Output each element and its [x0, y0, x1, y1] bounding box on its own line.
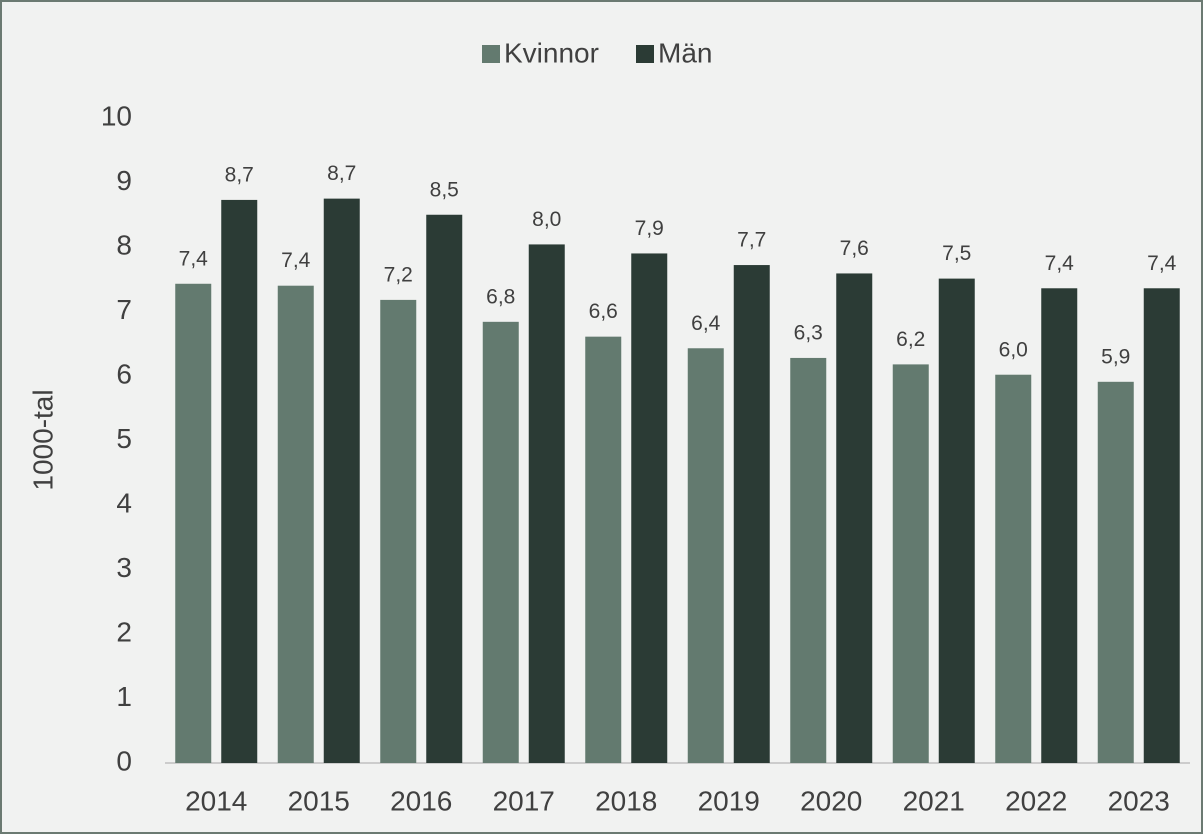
- y-tick-label: 1: [116, 681, 132, 712]
- bar: [585, 336, 622, 763]
- value-label: 6,3: [794, 321, 823, 344]
- x-tick-label: 2015: [288, 785, 350, 816]
- x-tick-label: 2022: [1005, 785, 1067, 816]
- bar: [323, 198, 360, 763]
- bar: [836, 273, 873, 763]
- value-label: 6,8: [486, 285, 515, 308]
- x-tick-label: 2019: [698, 785, 760, 816]
- bar: [1041, 288, 1078, 763]
- value-label: 8,0: [532, 208, 561, 231]
- value-label: 7,6: [840, 237, 869, 260]
- bar: [631, 253, 668, 763]
- value-label: 7,4: [1147, 252, 1177, 275]
- bar: [733, 265, 770, 763]
- value-label: 7,7: [737, 229, 766, 252]
- x-tick-label: 2018: [595, 785, 657, 816]
- legend-label: Kvinnor: [504, 37, 599, 68]
- y-tick-label: 0: [116, 745, 132, 776]
- y-axis-label: 1000-tal: [27, 389, 58, 490]
- y-tick-label: 8: [116, 229, 132, 260]
- value-label: 7,4: [281, 249, 311, 272]
- bar: [995, 374, 1032, 763]
- x-tick-label: 2014: [185, 785, 247, 816]
- value-label: 5,9: [1101, 345, 1130, 368]
- bar: [790, 357, 827, 763]
- x-tick-label: 2020: [800, 785, 862, 816]
- bar: [426, 214, 463, 763]
- value-label: 7,2: [384, 263, 413, 286]
- bar: [687, 348, 724, 763]
- bar: [938, 278, 975, 763]
- y-tick-label: 4: [116, 487, 132, 518]
- bar: [528, 244, 565, 764]
- bar: [380, 299, 417, 763]
- value-label: 6,6: [589, 300, 618, 323]
- bar: [277, 285, 314, 763]
- x-tick-label: 2023: [1108, 785, 1170, 816]
- value-label: 8,7: [327, 162, 356, 185]
- value-label: 6,4: [691, 312, 721, 335]
- y-tick-label: 9: [116, 165, 132, 196]
- legend-swatch: [482, 45, 500, 63]
- value-label: 7,4: [179, 247, 209, 270]
- y-tick-label: 5: [116, 423, 132, 454]
- value-label: 7,9: [635, 217, 664, 240]
- value-label: 8,7: [225, 163, 254, 186]
- x-tick-label: 2017: [493, 785, 555, 816]
- value-label: 7,4: [1045, 252, 1075, 275]
- y-tick-label: 2: [116, 616, 132, 647]
- legend-label: Män: [658, 37, 712, 68]
- bar: [175, 283, 212, 763]
- y-tick-label: 10: [101, 100, 132, 131]
- y-tick-label: 6: [116, 358, 132, 389]
- x-tick-label: 2021: [903, 785, 965, 816]
- legend-swatch: [636, 45, 654, 63]
- value-label: 6,2: [896, 328, 925, 351]
- bar: [1143, 288, 1180, 763]
- value-label: 8,5: [430, 178, 459, 201]
- value-label: 7,5: [942, 242, 971, 265]
- value-label: 6,0: [999, 338, 1028, 361]
- x-tick-label: 2016: [390, 785, 452, 816]
- bar: [1097, 381, 1134, 763]
- bar: [482, 321, 519, 763]
- y-tick-label: 3: [116, 552, 132, 583]
- bar: [221, 199, 258, 764]
- y-tick-label: 7: [116, 294, 132, 325]
- bar: [892, 364, 929, 763]
